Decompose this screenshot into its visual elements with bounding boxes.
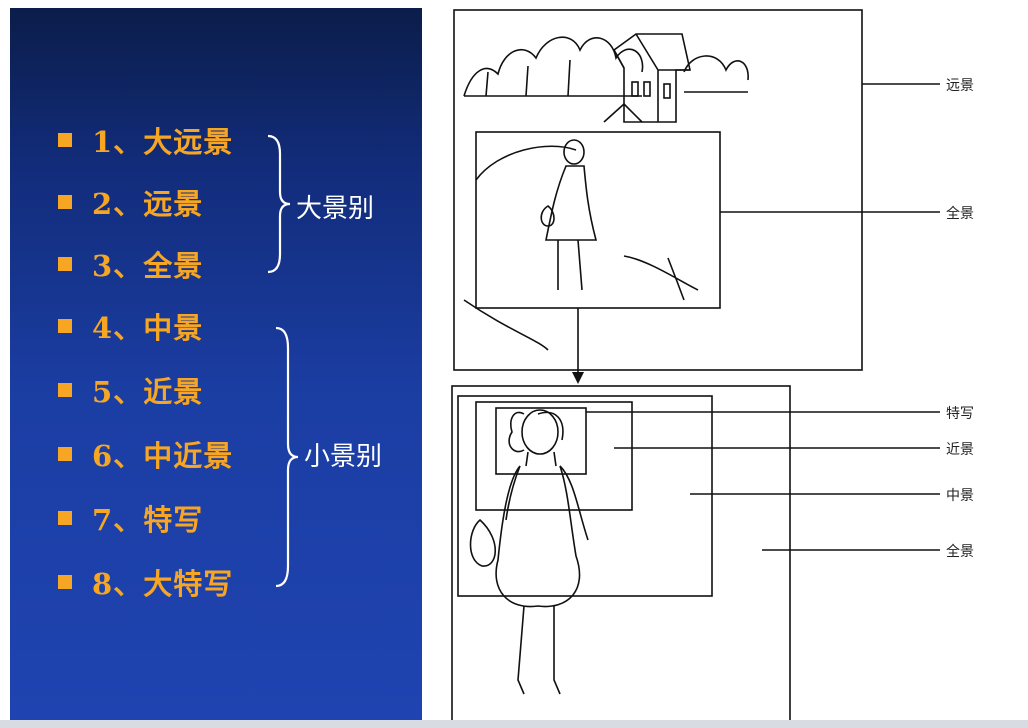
square-bullet-icon bbox=[58, 447, 72, 461]
label-full-shot: 全景 bbox=[946, 206, 974, 222]
group-label-small: 小景别 bbox=[304, 442, 383, 472]
label-medium-shot: 中景 bbox=[946, 488, 974, 504]
list-item-num: 2、 bbox=[92, 187, 144, 221]
frame-close-shot bbox=[475, 401, 633, 511]
list-item-2: 2、 远景 bbox=[58, 182, 203, 222]
list-item-num: 4、 bbox=[92, 311, 144, 345]
list-item-num: 5、 bbox=[92, 375, 144, 409]
label-close-shot: 近景 bbox=[946, 442, 974, 458]
list-item-6: 6、 中近景 bbox=[58, 434, 233, 474]
list-item-label: 中近景 bbox=[143, 439, 234, 473]
frame-full-shot bbox=[475, 131, 721, 309]
square-bullet-icon bbox=[58, 257, 72, 271]
frame-far-shot bbox=[453, 9, 863, 371]
list-item-num: 7、 bbox=[92, 503, 144, 537]
square-bullet-icon bbox=[58, 383, 72, 397]
list-item-4: 4、 中景 bbox=[58, 306, 203, 346]
list-item-num: 1、 bbox=[92, 125, 144, 159]
slide-left-panel: 1、 大远景 2、 远景 3、 全景 4、 中景 5、 近景 6、 中近景 7、… bbox=[10, 8, 422, 720]
list-item-3: 3、 全景 bbox=[58, 244, 203, 284]
square-bullet-icon bbox=[58, 319, 72, 333]
list-item-5: 5、 近景 bbox=[58, 370, 203, 410]
list-item-label: 远景 bbox=[143, 187, 204, 221]
label-full-shot-bottom: 全景 bbox=[946, 544, 974, 560]
list-item-label: 大远景 bbox=[143, 125, 234, 159]
list-item-label: 大特写 bbox=[143, 567, 234, 601]
list-item-label: 近景 bbox=[143, 375, 204, 409]
square-bullet-icon bbox=[58, 133, 72, 147]
list-item-num: 8、 bbox=[92, 567, 144, 601]
square-bullet-icon bbox=[58, 575, 72, 589]
brace-group-1 bbox=[267, 134, 291, 274]
brace-group-2 bbox=[275, 326, 299, 588]
list-item-label: 全景 bbox=[143, 249, 204, 283]
list-item-1: 1、 大远景 bbox=[58, 120, 233, 160]
list-item-8: 8、 大特写 bbox=[58, 562, 233, 602]
frame-full-shot-bottom bbox=[451, 385, 791, 723]
list-item-7: 7、 特写 bbox=[58, 498, 203, 538]
frame-closeup bbox=[495, 407, 587, 475]
shot-size-illustration: 远景 全景 特写 近景 中景 全景 bbox=[428, 0, 1028, 728]
list-item-num: 6、 bbox=[92, 439, 144, 473]
illustration-drawing bbox=[451, 9, 940, 723]
bottom-divider bbox=[0, 720, 1028, 728]
list-item-num: 3、 bbox=[92, 249, 144, 283]
group-label-large: 大景别 bbox=[296, 194, 375, 224]
label-closeup: 特写 bbox=[946, 406, 974, 422]
list-item-label: 中景 bbox=[143, 311, 204, 345]
square-bullet-icon bbox=[58, 195, 72, 209]
frame-medium-shot bbox=[457, 395, 713, 597]
square-bullet-icon bbox=[58, 511, 72, 525]
label-far-shot: 远景 bbox=[946, 78, 974, 94]
list-item-label: 特写 bbox=[143, 503, 204, 537]
